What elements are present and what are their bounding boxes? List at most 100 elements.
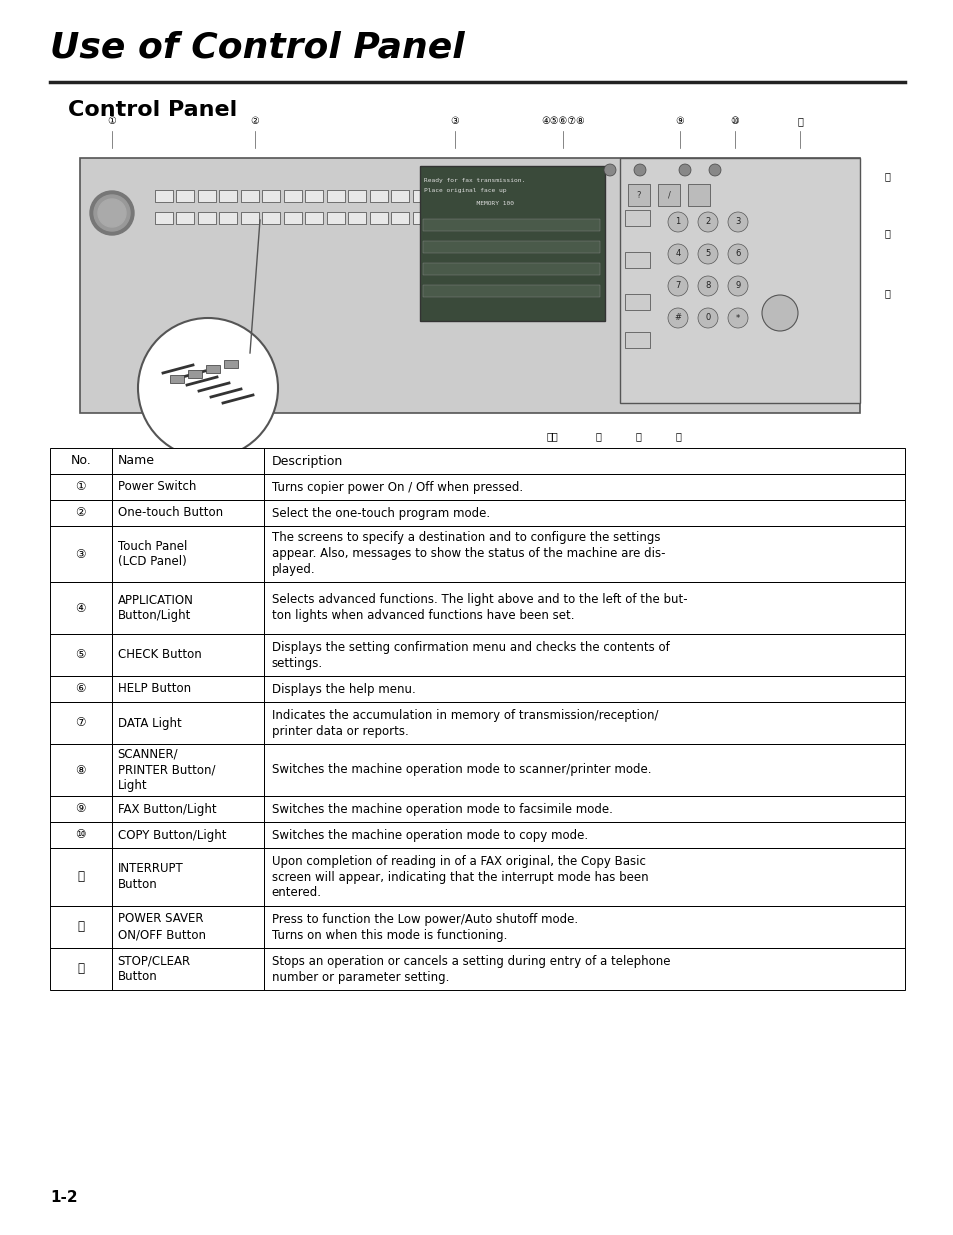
Bar	[50, 526, 904, 582]
Bar	[112, 500, 263, 526]
Circle shape	[667, 275, 687, 296]
Bar	[112, 526, 263, 582]
Bar	[263, 474, 904, 500]
Text: Upon completion of reading in of a FAX original, the Copy Basic
screen will appe: Upon completion of reading in of a FAX o…	[272, 855, 648, 899]
Bar	[327, 190, 345, 203]
Bar	[263, 701, 904, 743]
Bar	[624, 294, 649, 310]
Bar	[206, 366, 220, 373]
Bar	[624, 252, 649, 268]
Bar	[422, 241, 599, 253]
Circle shape	[727, 212, 747, 232]
Text: 9: 9	[735, 282, 740, 290]
Text: Indicates the accumulation in memory of transmission/reception/
printer data or : Indicates the accumulation in memory of …	[272, 709, 658, 737]
Bar	[422, 263, 599, 275]
Bar	[112, 797, 263, 823]
Bar	[305, 190, 323, 203]
Text: MEMORY 100: MEMORY 100	[423, 201, 514, 206]
Bar	[112, 848, 263, 906]
Text: ②: ②	[251, 116, 259, 126]
Circle shape	[603, 164, 616, 177]
Text: Description: Description	[272, 454, 343, 468]
Text: One-touch Button: One-touch Button	[117, 506, 222, 520]
Text: APPLICATION
Button/Light: APPLICATION Button/Light	[117, 594, 193, 622]
Text: 1: 1	[675, 217, 679, 226]
Text: /: /	[667, 190, 670, 200]
Circle shape	[727, 275, 747, 296]
Circle shape	[138, 317, 277, 458]
Bar	[624, 332, 649, 348]
Bar	[219, 212, 237, 224]
Bar	[50, 634, 112, 676]
Bar	[422, 219, 599, 231]
Circle shape	[727, 245, 747, 264]
Bar	[50, 582, 904, 634]
Text: Control Panel: Control Panel	[68, 100, 237, 120]
Text: Press to function the Low power/Auto shutoff mode.
Turns on when this mode is fu: Press to function the Low power/Auto shu…	[272, 913, 578, 941]
Bar	[112, 448, 263, 474]
Bar	[112, 948, 263, 990]
Circle shape	[698, 275, 718, 296]
Bar	[263, 948, 904, 990]
Text: INTERRUPT
Button: INTERRUPT Button	[117, 862, 183, 892]
Text: POWER SAVER
ON/OFF Button: POWER SAVER ON/OFF Button	[117, 913, 205, 941]
Bar	[112, 701, 263, 743]
Bar	[219, 190, 237, 203]
Text: 2: 2	[704, 217, 710, 226]
Text: ⑤: ⑤	[75, 648, 86, 662]
Bar	[619, 158, 859, 403]
Bar	[112, 474, 263, 500]
Bar	[112, 906, 263, 948]
Bar	[50, 676, 112, 701]
Bar	[263, 500, 904, 526]
Text: ③: ③	[450, 116, 459, 126]
Bar	[50, 701, 904, 743]
Bar	[50, 701, 112, 743]
Text: ⑨: ⑨	[675, 116, 683, 126]
Text: ?: ?	[636, 190, 640, 200]
Text: 4: 4	[675, 249, 679, 258]
Bar	[50, 500, 112, 526]
Bar	[624, 210, 649, 226]
Bar	[413, 190, 431, 203]
Text: CHECK Button: CHECK Button	[117, 648, 201, 662]
Bar	[263, 676, 904, 701]
Circle shape	[634, 164, 645, 177]
Bar	[241, 190, 258, 203]
Text: #: #	[674, 314, 680, 322]
Bar	[391, 212, 409, 224]
Bar	[50, 797, 904, 823]
Text: ⑪: ⑪	[796, 116, 802, 126]
Text: SCANNER/
PRINTER Button/
Light: SCANNER/ PRINTER Button/ Light	[117, 747, 214, 793]
Bar	[687, 184, 709, 206]
Bar	[188, 370, 202, 378]
Text: ②: ②	[75, 506, 86, 520]
Bar	[50, 582, 112, 634]
Text: ⑧: ⑧	[75, 763, 86, 777]
Text: The screens to specify a destination and to configure the settings
appear. Also,: The screens to specify a destination and…	[272, 531, 664, 577]
Text: *: *	[735, 314, 740, 322]
Bar	[50, 743, 112, 797]
Circle shape	[679, 164, 690, 177]
Text: ⑲⑱: ⑲⑱	[545, 431, 558, 441]
Bar	[50, 797, 112, 823]
Bar	[627, 184, 649, 206]
Text: ①: ①	[108, 116, 116, 126]
Bar	[112, 823, 263, 848]
Text: 0: 0	[704, 314, 710, 322]
Bar	[263, 848, 904, 906]
Bar	[50, 848, 904, 906]
Bar	[50, 448, 112, 474]
Text: ⑬: ⑬	[884, 228, 890, 238]
Bar	[50, 474, 904, 500]
Bar	[305, 212, 323, 224]
Text: ⑨: ⑨	[75, 803, 86, 815]
Text: 6: 6	[735, 249, 740, 258]
Text: Switches the machine operation mode to scanner/printer mode.: Switches the machine operation mode to s…	[272, 763, 651, 777]
Bar	[262, 212, 280, 224]
Text: Selects advanced functions. The light above and to the left of the but-
ton ligh: Selects advanced functions. The light ab…	[272, 594, 687, 622]
Bar	[284, 190, 302, 203]
Bar	[154, 190, 172, 203]
Circle shape	[90, 191, 133, 235]
Circle shape	[667, 245, 687, 264]
